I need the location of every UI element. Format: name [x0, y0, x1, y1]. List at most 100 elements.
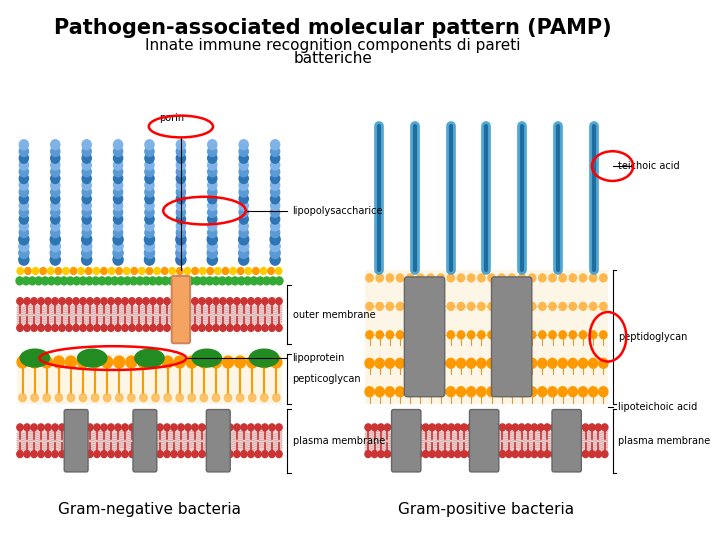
Circle shape — [239, 214, 248, 224]
Circle shape — [80, 325, 86, 332]
Circle shape — [50, 201, 60, 211]
Ellipse shape — [20, 349, 50, 367]
Ellipse shape — [249, 349, 279, 367]
Circle shape — [239, 167, 248, 177]
Circle shape — [397, 424, 403, 431]
Circle shape — [45, 450, 51, 457]
Circle shape — [253, 267, 259, 274]
Circle shape — [185, 450, 192, 457]
Circle shape — [24, 424, 30, 431]
Circle shape — [129, 325, 135, 332]
Text: pepticoglycan: pepticoglycan — [292, 374, 361, 384]
Circle shape — [82, 194, 91, 204]
Circle shape — [176, 153, 186, 163]
Circle shape — [101, 298, 107, 305]
Circle shape — [525, 424, 531, 431]
Circle shape — [54, 277, 61, 285]
Circle shape — [365, 359, 374, 368]
Circle shape — [178, 298, 184, 305]
Circle shape — [492, 424, 499, 431]
Circle shape — [492, 450, 499, 457]
Circle shape — [59, 298, 66, 305]
Circle shape — [538, 424, 544, 431]
Circle shape — [531, 424, 538, 431]
Circle shape — [126, 356, 137, 368]
Circle shape — [549, 302, 556, 310]
Circle shape — [251, 277, 258, 285]
Circle shape — [436, 450, 441, 457]
Circle shape — [29, 356, 40, 368]
Circle shape — [448, 450, 454, 457]
Circle shape — [238, 277, 245, 285]
Circle shape — [66, 298, 72, 305]
Circle shape — [271, 153, 279, 163]
Circle shape — [239, 146, 248, 157]
Circle shape — [559, 331, 567, 339]
Circle shape — [276, 325, 282, 332]
Circle shape — [136, 277, 144, 285]
Circle shape — [114, 228, 122, 238]
Circle shape — [114, 140, 122, 150]
Circle shape — [589, 424, 595, 431]
Circle shape — [145, 140, 154, 150]
Circle shape — [82, 214, 91, 224]
Circle shape — [199, 325, 205, 332]
Circle shape — [508, 274, 516, 282]
Text: plasma membrane: plasma membrane — [292, 436, 384, 446]
Circle shape — [239, 153, 248, 163]
Circle shape — [149, 277, 156, 285]
Circle shape — [238, 254, 248, 265]
Circle shape — [176, 180, 186, 190]
Circle shape — [271, 207, 279, 217]
Circle shape — [117, 277, 125, 285]
Circle shape — [505, 450, 512, 457]
Circle shape — [114, 298, 121, 305]
Circle shape — [78, 267, 84, 274]
Circle shape — [176, 241, 186, 252]
Circle shape — [171, 424, 177, 431]
Circle shape — [570, 302, 577, 310]
Circle shape — [101, 267, 107, 274]
Circle shape — [127, 394, 135, 402]
Circle shape — [55, 267, 61, 274]
Circle shape — [600, 331, 607, 339]
Circle shape — [71, 267, 77, 274]
Circle shape — [427, 302, 434, 310]
Circle shape — [487, 387, 496, 397]
Circle shape — [405, 387, 415, 397]
Circle shape — [239, 228, 248, 238]
Circle shape — [548, 387, 557, 397]
Circle shape — [164, 394, 171, 402]
Circle shape — [157, 325, 163, 332]
Circle shape — [50, 254, 60, 265]
Circle shape — [145, 228, 154, 238]
Circle shape — [171, 298, 177, 305]
Circle shape — [41, 356, 53, 368]
Circle shape — [457, 274, 464, 282]
Circle shape — [240, 424, 247, 431]
Circle shape — [563, 424, 570, 431]
Circle shape — [86, 267, 92, 274]
Circle shape — [238, 234, 248, 245]
Circle shape — [50, 241, 60, 252]
Circle shape — [93, 267, 99, 274]
Circle shape — [157, 424, 163, 431]
Circle shape — [19, 207, 29, 217]
Circle shape — [271, 187, 279, 197]
Circle shape — [372, 450, 378, 457]
Circle shape — [376, 274, 383, 282]
Circle shape — [19, 241, 29, 252]
Circle shape — [114, 214, 122, 224]
Circle shape — [176, 228, 186, 238]
Circle shape — [50, 214, 60, 224]
Circle shape — [231, 277, 238, 285]
Circle shape — [163, 298, 170, 305]
Circle shape — [114, 325, 121, 332]
Circle shape — [568, 359, 577, 368]
Circle shape — [467, 450, 474, 457]
Circle shape — [365, 424, 372, 431]
Circle shape — [477, 387, 486, 397]
Circle shape — [269, 450, 275, 457]
Circle shape — [94, 298, 100, 305]
Circle shape — [239, 173, 248, 184]
